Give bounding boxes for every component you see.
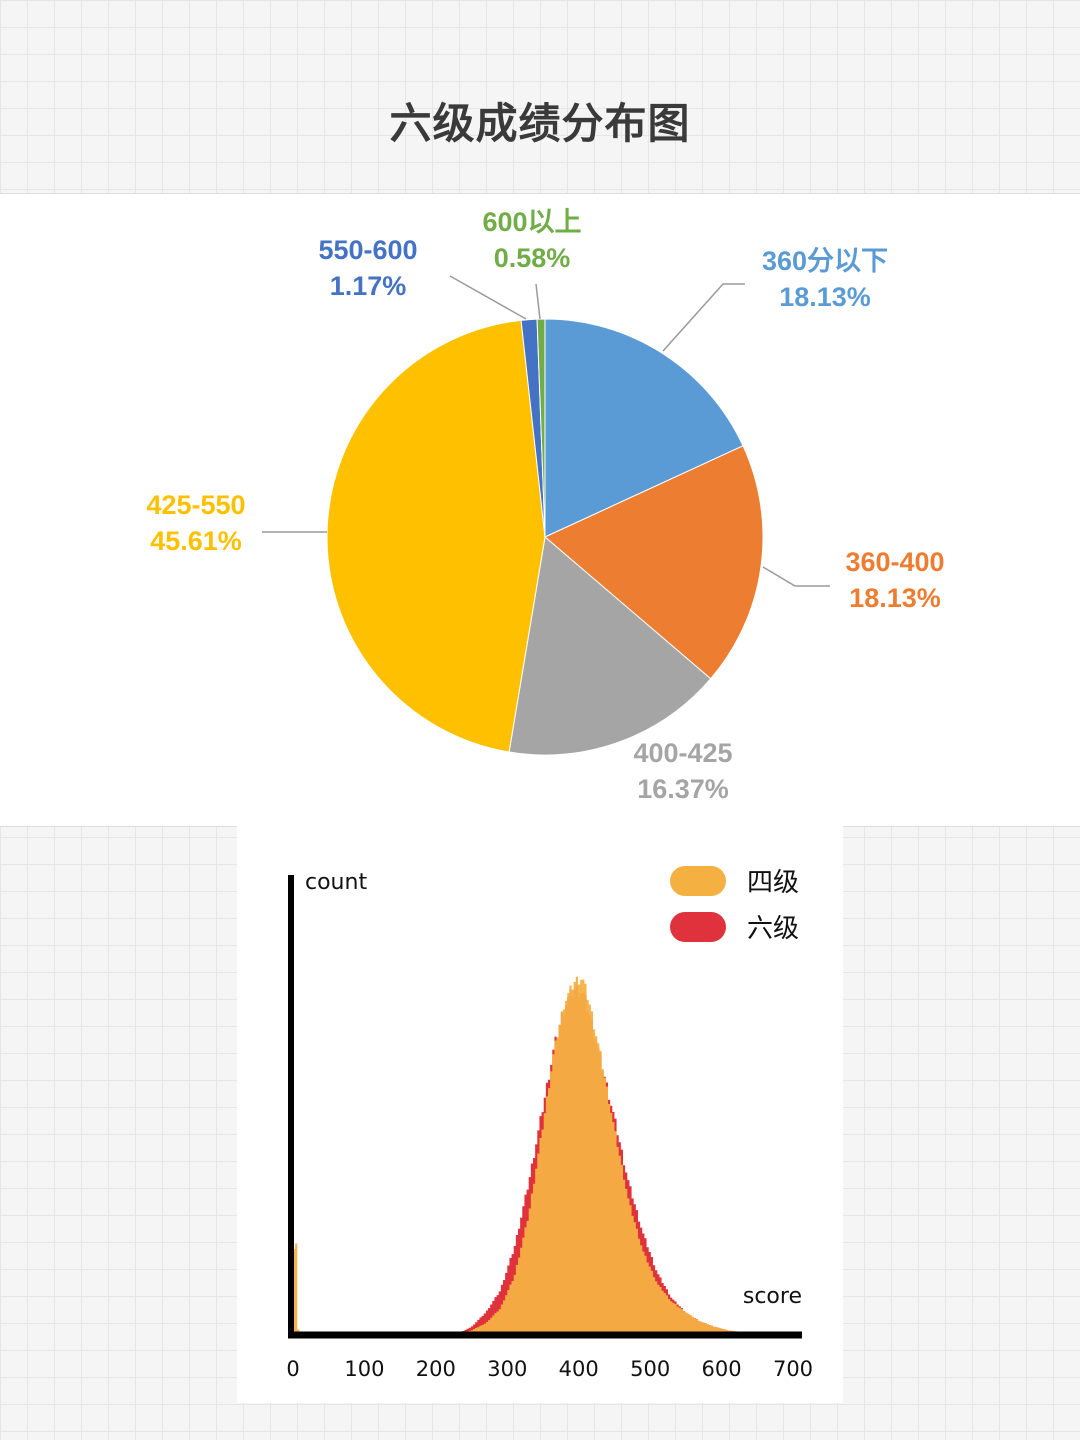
pie-leader-line-0 bbox=[662, 283, 745, 352]
legend-swatch-0 bbox=[670, 866, 726, 896]
y-axis-label: count bbox=[305, 870, 367, 895]
pie-percent-4: 1.17% bbox=[330, 271, 407, 301]
histogram-series-cet4 bbox=[293, 976, 795, 1334]
pie-slice-0 bbox=[544, 318, 744, 538]
pie-leader-line-4 bbox=[449, 275, 527, 320]
histogram-panel: count score 0 100 200 300 400 500 600 700 四级六级 bbox=[237, 823, 843, 1403]
pie-percent-5: 0.58% bbox=[494, 243, 571, 273]
x-tick-label-6: 600 bbox=[702, 1357, 742, 1381]
x-tick-label-1: 100 bbox=[344, 1357, 384, 1381]
legend-swatch-1 bbox=[670, 912, 726, 942]
legend-label-0: 四级 bbox=[747, 868, 799, 898]
x-tick-label-2: 200 bbox=[416, 1357, 456, 1381]
x-tick-label-3: 300 bbox=[487, 1357, 527, 1381]
pie-chart-panel: 360分以下 18.13% 360-400 18.13% 400-425 16.37% 42… bbox=[0, 193, 1080, 827]
x-tick-label-7: 700 bbox=[773, 1357, 813, 1381]
pie-percent-0: 18.13% bbox=[779, 282, 871, 312]
pie-label-2: 400-425 bbox=[633, 738, 732, 768]
pie-label-0: 360分以下 bbox=[762, 246, 888, 276]
x-axis-label: score bbox=[743, 1284, 802, 1309]
pie-label-4: 550-600 bbox=[318, 235, 417, 265]
pie-percent-3: 45.61% bbox=[150, 526, 242, 556]
pie-slice-1 bbox=[544, 445, 764, 680]
pie-chart: 360分以下 18.13% 360-400 18.13% 400-425 16.37% 42… bbox=[146, 207, 944, 804]
pie-slice-5 bbox=[536, 318, 546, 538]
pie-label-1: 360-400 bbox=[845, 547, 944, 577]
pie-leader-line-5 bbox=[535, 283, 541, 320]
pie-percent-2: 16.37% bbox=[637, 774, 729, 804]
pie-label-3: 425-550 bbox=[146, 490, 245, 520]
x-tick-label-4: 400 bbox=[559, 1357, 599, 1381]
pie-slice-2 bbox=[508, 536, 712, 756]
legend-label-1: 六级 bbox=[747, 914, 799, 944]
pie-leader-line-1 bbox=[762, 566, 830, 587]
x-tick-label-5: 500 bbox=[630, 1357, 670, 1381]
pie-slice-3 bbox=[326, 319, 546, 753]
x-tick-label-0: 0 bbox=[286, 1357, 299, 1381]
pie-label-5: 600以上 bbox=[482, 207, 581, 237]
page-title: 六级成绩分布图 bbox=[389, 99, 691, 148]
pie-percent-1: 18.13% bbox=[849, 583, 941, 613]
